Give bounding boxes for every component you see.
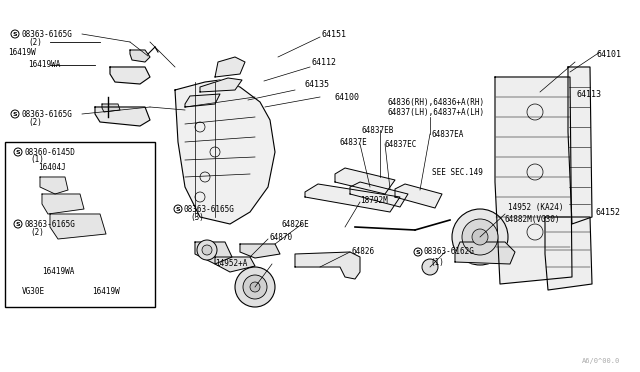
Polygon shape: [455, 242, 515, 264]
Text: (1): (1): [30, 154, 44, 164]
Text: 64101: 64101: [597, 49, 622, 58]
Circle shape: [197, 240, 217, 260]
Text: S: S: [416, 250, 420, 254]
Text: 64152: 64152: [596, 208, 621, 217]
Text: 16419WA: 16419WA: [42, 267, 74, 276]
Text: 64837EB: 64837EB: [362, 125, 394, 135]
Text: A6/0^00.0: A6/0^00.0: [582, 358, 620, 364]
Text: 64837(LH),64837+A(LH): 64837(LH),64837+A(LH): [388, 108, 485, 116]
Text: (1): (1): [430, 257, 444, 266]
Text: S: S: [16, 221, 20, 227]
Polygon shape: [240, 244, 280, 258]
Polygon shape: [215, 57, 245, 77]
Text: S: S: [13, 112, 17, 116]
Text: 64826E: 64826E: [282, 219, 310, 228]
Text: 14952+A: 14952+A: [215, 260, 248, 269]
Circle shape: [243, 275, 267, 299]
Polygon shape: [495, 77, 572, 284]
Polygon shape: [102, 104, 120, 112]
Text: 08360-6145D: 08360-6145D: [24, 148, 75, 157]
Text: 64837E: 64837E: [340, 138, 368, 147]
Text: 08363-6165G: 08363-6165G: [21, 29, 72, 38]
Text: 64837EA: 64837EA: [432, 129, 465, 138]
Text: S: S: [13, 32, 17, 36]
Text: 64882M(VG30): 64882M(VG30): [505, 215, 561, 224]
Text: 16404J: 16404J: [38, 163, 66, 171]
Text: (3): (3): [190, 212, 204, 221]
Text: 64836(RH),64836+A(RH): 64836(RH),64836+A(RH): [388, 97, 485, 106]
Polygon shape: [42, 194, 84, 214]
Polygon shape: [295, 252, 360, 279]
Text: 08363-6165G: 08363-6165G: [21, 109, 72, 119]
Text: 64112: 64112: [312, 58, 337, 67]
Text: S: S: [16, 150, 20, 154]
Text: S: S: [176, 206, 180, 212]
Text: 08363-6162G: 08363-6162G: [424, 247, 475, 257]
Text: 08363-6165G: 08363-6165G: [184, 205, 235, 214]
Polygon shape: [175, 80, 275, 224]
Text: 16419WA: 16419WA: [28, 60, 60, 68]
Text: 64100: 64100: [335, 93, 360, 102]
Polygon shape: [305, 184, 400, 212]
Circle shape: [452, 209, 508, 265]
Circle shape: [422, 259, 438, 275]
Text: (2): (2): [30, 228, 44, 237]
Polygon shape: [110, 67, 150, 84]
Text: 08363-6165G: 08363-6165G: [24, 219, 75, 228]
Polygon shape: [95, 107, 150, 126]
Text: 14952 (KA24): 14952 (KA24): [508, 202, 563, 212]
Text: 64837EC: 64837EC: [385, 140, 417, 148]
Text: 16419W: 16419W: [92, 288, 120, 296]
Polygon shape: [215, 257, 255, 272]
Polygon shape: [50, 214, 106, 239]
Polygon shape: [195, 242, 232, 264]
Polygon shape: [568, 67, 592, 224]
Text: 16419W: 16419W: [8, 48, 36, 57]
Polygon shape: [130, 50, 150, 62]
Text: (2): (2): [28, 118, 42, 126]
Circle shape: [472, 229, 488, 245]
Text: 64151: 64151: [322, 29, 347, 38]
Circle shape: [250, 282, 260, 292]
Polygon shape: [335, 168, 395, 194]
Circle shape: [235, 267, 275, 307]
Circle shape: [202, 245, 212, 255]
Polygon shape: [545, 217, 592, 290]
Polygon shape: [395, 184, 442, 208]
Polygon shape: [350, 182, 408, 207]
Bar: [5, 142, 155, 307]
Polygon shape: [185, 94, 220, 107]
Text: (2): (2): [28, 38, 42, 46]
Text: 64826: 64826: [352, 247, 375, 257]
Polygon shape: [200, 78, 242, 92]
Text: 64135: 64135: [305, 80, 330, 89]
Circle shape: [462, 219, 498, 255]
Text: 64113: 64113: [577, 90, 602, 99]
Text: 18792M: 18792M: [360, 196, 388, 205]
Text: SEE SEC.149: SEE SEC.149: [432, 167, 483, 176]
Polygon shape: [40, 177, 68, 194]
Text: VG30E: VG30E: [22, 288, 45, 296]
Text: 64870: 64870: [270, 232, 293, 241]
